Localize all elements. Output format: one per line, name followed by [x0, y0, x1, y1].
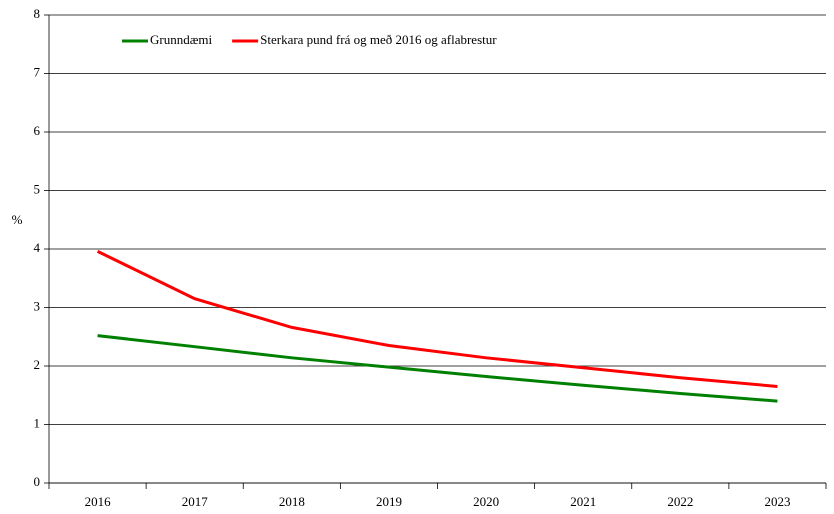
y-tick-label: 0: [34, 474, 41, 489]
x-tick-label: 2016: [85, 494, 112, 509]
x-tick-label: 2017: [182, 494, 209, 509]
x-tick-label: 2023: [764, 494, 790, 509]
x-tick-label: 2021: [570, 494, 596, 509]
legend-label: Grunndæmi: [150, 32, 213, 47]
x-tick-label: 2019: [376, 494, 402, 509]
legend-label: Sterkara pund frá og með 2016 og aflabre…: [260, 32, 497, 47]
y-tick-label: 1: [34, 415, 41, 430]
y-tick-label: 2: [34, 357, 41, 372]
y-tick-label: 8: [34, 6, 41, 21]
series-line: [97, 334, 778, 403]
y-tick-label: 6: [34, 123, 41, 138]
y-axis-label: %: [12, 212, 23, 227]
x-tick-label: 2020: [473, 494, 499, 509]
y-tick-label: 4: [34, 240, 41, 255]
y-tick-label: 5: [34, 181, 41, 196]
series-line: [96, 249, 778, 388]
x-tick-label: 2018: [279, 494, 305, 509]
x-tick-label: 2022: [667, 494, 693, 509]
y-tick-label: 3: [34, 298, 41, 313]
y-tick-label: 7: [34, 64, 41, 79]
